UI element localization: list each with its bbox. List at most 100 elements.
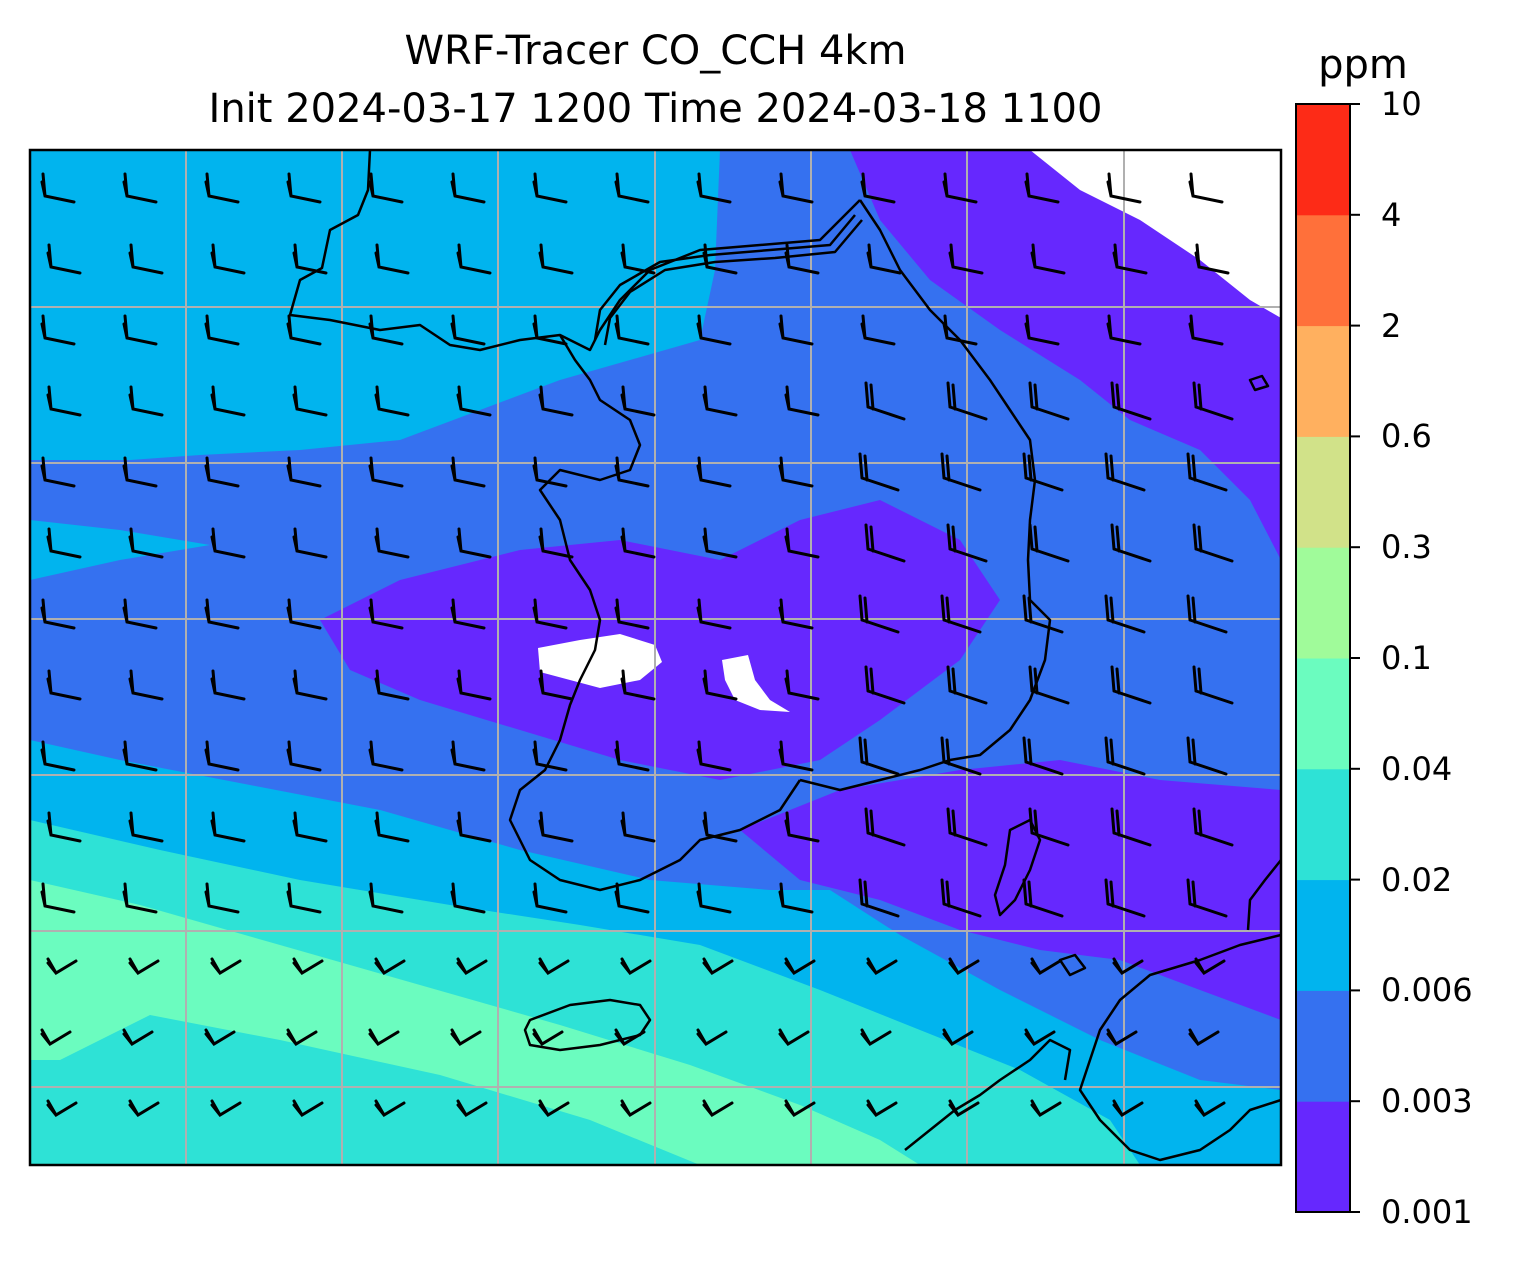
wind-barb-129 xyxy=(778,740,814,772)
wind-barb-205 xyxy=(866,1099,898,1117)
wind-barb-138 xyxy=(292,811,328,843)
wind-barb-97 xyxy=(614,598,650,630)
wind-barb-156 xyxy=(532,882,568,914)
wind-barb-88 xyxy=(1110,523,1152,563)
wind-barb-126 xyxy=(532,740,568,772)
wind-barb-65 xyxy=(450,456,486,488)
wind-barb-62 xyxy=(204,456,240,488)
colorbar-tick-label-6: 0.3 xyxy=(1381,528,1432,567)
wind-barb-161 xyxy=(940,878,982,918)
wind-barb-145 xyxy=(864,807,906,847)
wind-barb-14 xyxy=(1188,172,1224,204)
wind-barb-123 xyxy=(286,740,322,772)
field-band-0.04-0.1 xyxy=(30,880,920,1165)
wind-barb-155 xyxy=(450,882,486,914)
wind-barb-154 xyxy=(368,882,404,914)
wind-barb-64 xyxy=(368,456,404,488)
wind-barb-121 xyxy=(122,740,158,772)
wind-barb-18 xyxy=(292,243,328,275)
wind-barb-166 xyxy=(128,957,160,975)
colorbar-tick-label-2: 0.006 xyxy=(1381,971,1473,1010)
wind-barb-5 xyxy=(450,172,486,204)
wind-barb-209 xyxy=(1194,1099,1226,1117)
wind-barb-34 xyxy=(368,314,404,346)
border-river-north-1 xyxy=(593,214,856,341)
wind-barb-42 xyxy=(1024,314,1060,346)
wind-barb-119 xyxy=(1192,665,1234,705)
wind-barb-46 xyxy=(128,385,164,417)
wind-barb-189 xyxy=(778,1028,810,1046)
wind-barb-75 xyxy=(46,527,82,559)
wind-barb-153 xyxy=(286,882,322,914)
wind-barb-86 xyxy=(946,523,988,563)
wind-barb-56 xyxy=(946,381,988,421)
wind-barb-150 xyxy=(40,882,76,914)
field-band-0.001-0.003-northeast xyxy=(850,150,1281,560)
wind-barb-57 xyxy=(1028,381,1070,421)
missing-data-area-center-east xyxy=(722,655,790,712)
wind-barb-183 xyxy=(286,1028,318,1046)
wind-barb-54 xyxy=(784,385,820,417)
wind-barb-48 xyxy=(292,385,328,417)
colorbar-segment-0 xyxy=(1296,1101,1350,1213)
colorbar xyxy=(1296,104,1350,1213)
wind-barbs xyxy=(40,172,1234,1117)
map-title-line-1: WRF-Tracer CO_CCH 4km xyxy=(404,28,907,74)
wind-barb-137 xyxy=(210,811,246,843)
colorbar-segment-7 xyxy=(1296,325,1350,437)
wind-barb-172 xyxy=(620,957,652,975)
island-tsushima xyxy=(993,818,1042,917)
wind-barb-188 xyxy=(696,1028,728,1046)
wind-barb-44 xyxy=(1188,314,1224,346)
coastline-bay-north xyxy=(288,150,861,352)
wind-barb-95 xyxy=(450,598,486,630)
wind-barb-67 xyxy=(614,456,650,488)
wind-barb-170 xyxy=(456,957,488,975)
wind-barb-28 xyxy=(1112,243,1148,275)
wind-barb-25 xyxy=(866,243,902,275)
wind-barb-92 xyxy=(204,598,240,630)
wind-barb-73 xyxy=(1104,452,1146,492)
wind-barb-26 xyxy=(948,243,984,275)
wind-barb-118 xyxy=(1110,665,1152,705)
wind-barb-10 xyxy=(860,172,896,204)
wind-barb-70 xyxy=(858,452,900,492)
wind-barb-192 xyxy=(1024,1028,1056,1046)
wind-barb-198 xyxy=(292,1099,324,1117)
wind-barb-182 xyxy=(204,1028,236,1046)
wind-barb-77 xyxy=(210,527,246,559)
colorbar-segment-8 xyxy=(1296,214,1350,327)
wind-barb-196 xyxy=(128,1099,160,1117)
wind-barb-190 xyxy=(860,1028,892,1046)
wind-barb-51 xyxy=(538,385,574,417)
wind-barb-201 xyxy=(538,1099,570,1117)
wind-barb-58 xyxy=(1110,381,1152,421)
wind-barb-71 xyxy=(940,452,982,492)
wind-barb-39 xyxy=(778,314,814,346)
wind-barb-99 xyxy=(778,598,814,630)
colorbar-segment-6 xyxy=(1296,436,1350,548)
wind-barb-30 xyxy=(40,314,76,346)
wind-barb-72 xyxy=(1022,452,1064,492)
wind-barb-47 xyxy=(210,385,246,417)
wind-barb-96 xyxy=(532,598,568,630)
wind-barb-159 xyxy=(778,882,814,914)
wind-barb-164 xyxy=(1186,878,1228,918)
wind-barb-87 xyxy=(1028,523,1070,563)
wind-barb-85 xyxy=(864,523,906,563)
wind-barb-117 xyxy=(1028,665,1070,705)
colorbar-segment-4 xyxy=(1296,658,1350,770)
wind-barb-82 xyxy=(620,527,656,559)
wind-barb-68 xyxy=(696,456,732,488)
wind-barb-176 xyxy=(948,957,980,975)
wind-barb-114 xyxy=(784,669,820,701)
field-band-0.02-0.04 xyxy=(30,820,1140,1165)
wind-barb-23 xyxy=(702,243,738,275)
wind-barb-33 xyxy=(286,314,322,346)
wind-barb-81 xyxy=(538,527,574,559)
island-small-1 xyxy=(1248,374,1270,392)
wind-barb-32 xyxy=(204,314,240,346)
wind-barb-131 xyxy=(940,736,982,776)
wind-barb-169 xyxy=(374,957,406,975)
wind-barb-7 xyxy=(614,172,650,204)
